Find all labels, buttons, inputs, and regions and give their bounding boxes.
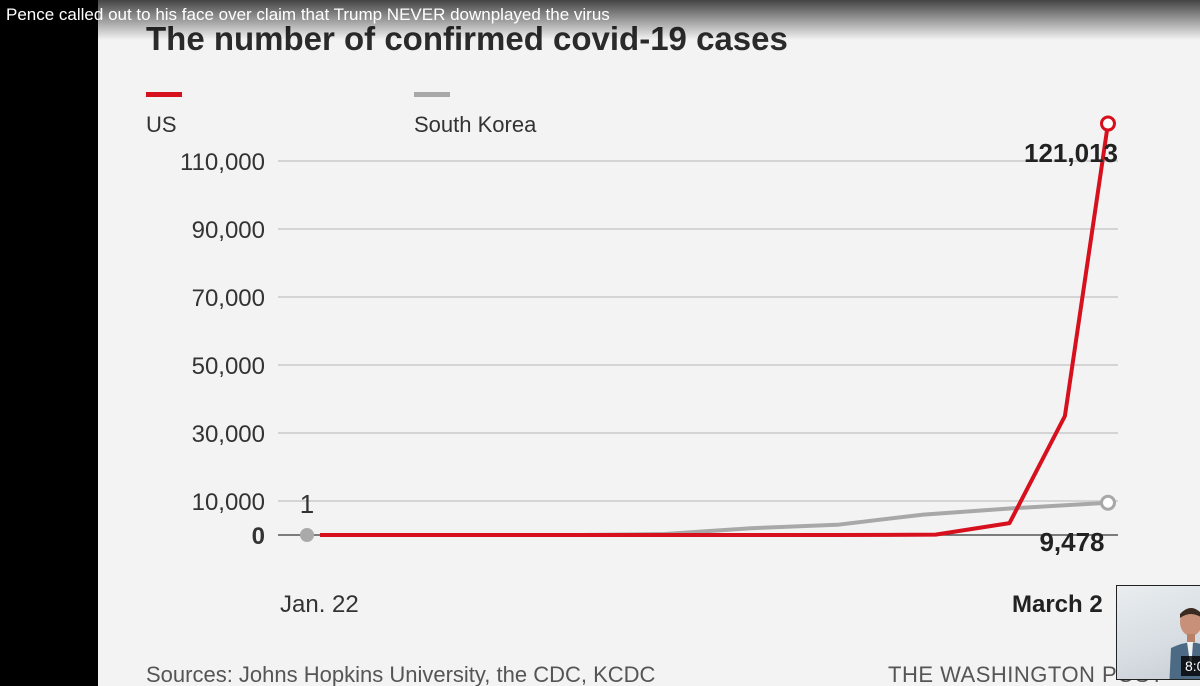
legend-swatch-south-korea (414, 92, 450, 97)
legend-swatch-us (146, 92, 182, 97)
start-value-label: 1 (300, 489, 314, 519)
end-marker-us (1100, 115, 1116, 132)
y-tick-label-0: 0 (252, 523, 265, 550)
legend-label-south-korea: South Korea (414, 112, 537, 137)
series-line-south-korea (320, 500, 1109, 537)
us-end-value-label: 121,013 (1024, 138, 1118, 168)
end-marker-south-korea (1100, 494, 1116, 511)
video-title-bar: Pence called out to his face over claim … (0, 0, 1200, 40)
x-label-start: Jan. 22 (280, 591, 359, 618)
chart-plot: 0 10,000 30,000 50,000 70,000 90,000 110,000 1 1… (180, 115, 1118, 618)
chart-sources: Sources: Johns Hopkins University, the C… (146, 662, 656, 686)
y-tick-label-3: 50,000 (192, 353, 265, 380)
video-frame[interactable]: The number of confirmed covid-19 cases U… (98, 0, 1200, 686)
y-tick-label-6: 110,000 (180, 149, 265, 176)
start-marker (300, 528, 314, 542)
series-line-us (320, 123, 1110, 537)
x-label-end: March 2 (1012, 591, 1103, 618)
legend-label-us: US (146, 112, 177, 137)
korea-end-value-label: 9,478 (1039, 527, 1104, 557)
y-tick-label-2: 30,000 (192, 421, 265, 448)
y-tick-label-1: 10,000 (192, 489, 265, 516)
y-tick-label-5: 90,000 (192, 217, 265, 244)
video-timestamp: 8:0 (1181, 656, 1200, 676)
y-tick-label-4: 70,000 (192, 285, 265, 312)
video-title[interactable]: Pence called out to his face over claim … (6, 5, 610, 24)
